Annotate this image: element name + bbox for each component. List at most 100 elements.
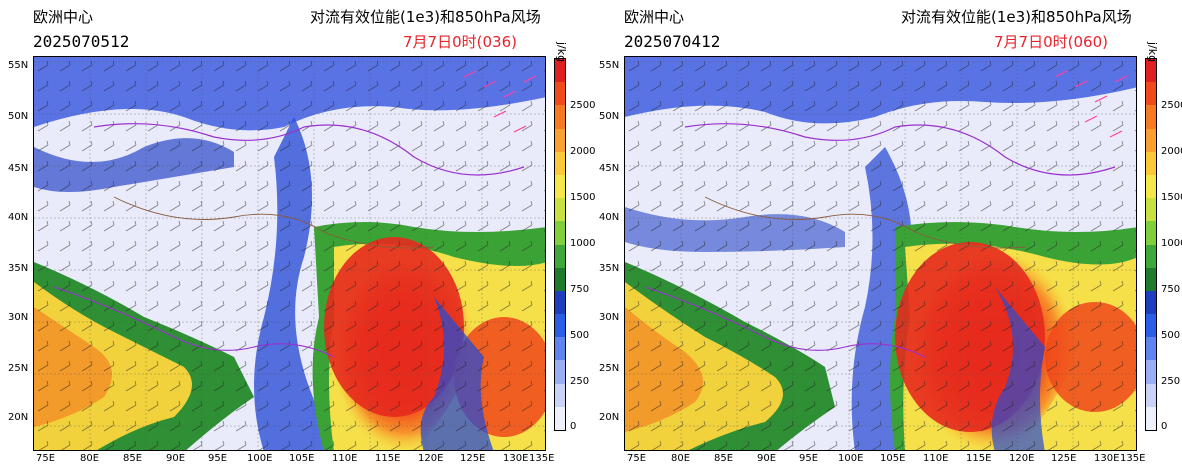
lat-label: 25N — [8, 363, 29, 374]
panel-right: 欧洲中心 对流有效位能(1e3)和850hPa风场 2025070412 7月7… — [591, 0, 1182, 465]
colorbar-segment — [555, 151, 565, 175]
lon-label: 80E — [671, 453, 691, 464]
lon-label: 90E — [166, 453, 186, 464]
lon-label: 110E — [923, 453, 949, 464]
lat-label: 50N — [8, 111, 29, 122]
lon-label: 130E — [503, 453, 529, 464]
lat-label: 45N — [8, 163, 29, 174]
strong-wind-barbs — [463, 70, 537, 133]
lat-label: 45N — [599, 163, 620, 174]
valid-time: 7月7日0时(036) — [403, 33, 517, 51]
colorbar-label: 1000 — [570, 238, 596, 249]
lon-label: 115E — [375, 453, 401, 464]
colorbar-label: 2000 — [1161, 146, 1182, 157]
colorbar-segment — [1146, 59, 1156, 83]
lon-label: 105E — [880, 453, 906, 464]
lat-label: 30N — [599, 312, 620, 323]
colorbar-segment — [555, 174, 565, 199]
lat-label: 30N — [8, 312, 29, 323]
cape-map — [33, 56, 546, 451]
colorbar-segment — [555, 128, 565, 152]
colorbar-segment — [1146, 360, 1156, 384]
lon-label: 130E — [1094, 453, 1120, 464]
colorbar-segment — [1146, 267, 1156, 291]
colorbar — [554, 58, 566, 431]
init-time: 2025070512 — [33, 32, 130, 51]
colorbar-label: 0 — [570, 421, 577, 432]
lon-label: 100E — [838, 453, 864, 464]
colorbar-label: 500 — [570, 330, 590, 341]
colorbar-segment — [555, 337, 565, 361]
strong-wind-barbs — [1054, 70, 1128, 138]
lon-label: 125E — [1051, 453, 1077, 464]
colorbar-segment — [1146, 151, 1156, 175]
lon-label: 95E — [799, 453, 819, 464]
colorbar-segment — [555, 105, 565, 129]
colorbar-segment — [555, 383, 565, 407]
colorbar-label: 500 — [1161, 330, 1181, 341]
colorbar-segment — [1146, 221, 1156, 245]
lon-label: 110E — [332, 453, 358, 464]
colorbar-segment — [1146, 105, 1156, 129]
colorbar — [1145, 58, 1157, 431]
init-time: 2025070412 — [624, 32, 721, 51]
grid-lines — [625, 57, 1136, 450]
cape-map — [624, 56, 1137, 451]
cape-map-svg — [34, 57, 545, 450]
colorbar-segment — [1146, 128, 1156, 152]
lon-label: 120E — [418, 453, 444, 464]
colorbar-segment — [1146, 290, 1156, 315]
lon-label: 95E — [208, 453, 228, 464]
panel-left: 欧洲中心 对流有效位能(1e3)和850hPa风场 2025070512 7月7… — [8, 8, 595, 464]
lon-label: 80E — [80, 453, 100, 464]
grid-lines — [34, 57, 545, 450]
colorbar-unit: j/kg — [555, 42, 568, 63]
lat-label: 55N — [599, 60, 620, 71]
border-line — [93, 123, 525, 176]
lat-label: 50N — [599, 111, 620, 122]
colorbar-segment — [555, 267, 565, 291]
colorbar-segment — [1146, 406, 1156, 430]
colorbar-segment — [555, 290, 565, 315]
colorbar-segment — [1146, 337, 1156, 361]
border-line — [684, 123, 1116, 176]
lon-label: 125E — [460, 453, 486, 464]
colorbar-segment — [1146, 82, 1156, 106]
colorbar-label: 750 — [570, 284, 590, 295]
lon-label: 75E — [627, 453, 647, 464]
colorbar-label: 750 — [1161, 284, 1181, 295]
colorbar-label: 250 — [570, 376, 590, 387]
lat-label: 20N — [599, 412, 620, 423]
lon-label: 90E — [757, 453, 777, 464]
lat-label: 40N — [599, 212, 620, 223]
colorbar-segment — [1146, 314, 1156, 338]
cape-map-svg — [625, 57, 1136, 450]
lat-label: 35N — [8, 263, 29, 274]
lon-label: 135E — [529, 453, 555, 464]
lon-label: 115E — [966, 453, 992, 464]
lat-label: 55N — [8, 60, 29, 71]
colorbar-segment — [555, 59, 565, 83]
colorbar-unit: j/kg — [1146, 42, 1159, 63]
colorbar-label: 2500 — [1161, 100, 1182, 111]
colorbar-segment — [1146, 383, 1156, 407]
center-name: 欧洲中心 — [33, 8, 94, 26]
lon-label: 85E — [123, 453, 143, 464]
colorbar-segment — [555, 82, 565, 106]
colorbar-label: 250 — [1161, 376, 1181, 387]
chart-title: 对流有效位能(1e3)和850hPa风场 — [901, 8, 1132, 26]
valid-time: 7月7日0时(060) — [994, 33, 1108, 51]
lon-label: 105E — [289, 453, 315, 464]
colorbar-segment — [555, 221, 565, 245]
colorbar-segment — [1146, 174, 1156, 199]
lat-label: 40N — [8, 212, 29, 223]
chart-title: 对流有效位能(1e3)和850hPa风场 — [310, 8, 541, 26]
colorbar-segment — [555, 314, 565, 338]
lat-label: 35N — [599, 263, 620, 274]
colorbar-label: 2000 — [570, 146, 596, 157]
colorbar-segment — [555, 406, 565, 430]
lon-label: 120E — [1009, 453, 1035, 464]
lon-label: 135E — [1120, 453, 1146, 464]
center-name: 欧洲中心 — [624, 8, 685, 26]
colorbar-segment — [555, 198, 565, 222]
